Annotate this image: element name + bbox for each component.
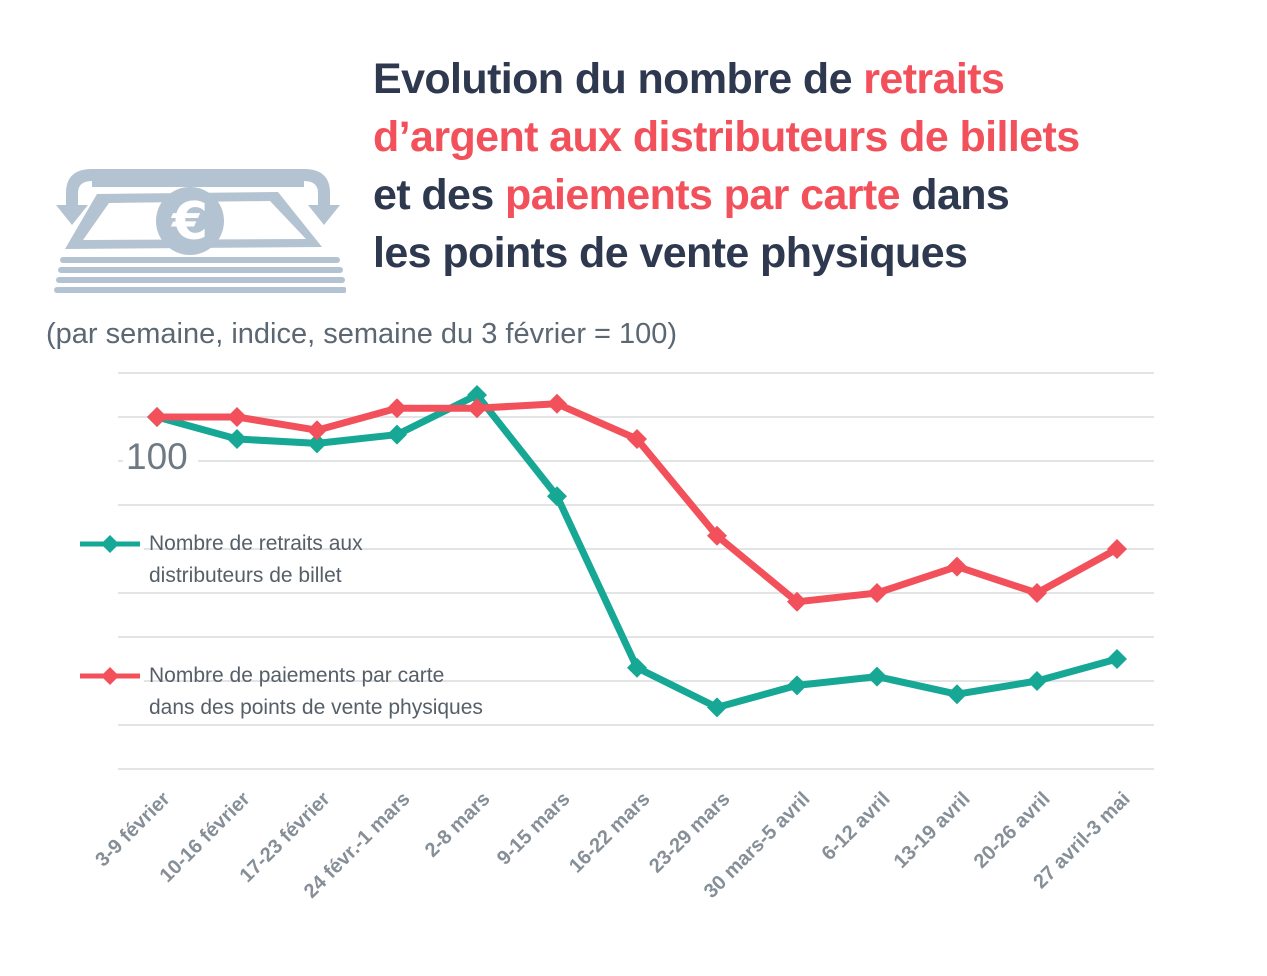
x-axis-label: 16-22 mars (565, 788, 654, 877)
data-point-marker (787, 675, 807, 696)
data-point-marker (1027, 583, 1047, 603)
data-point-marker (1107, 539, 1127, 559)
data-point-marker (227, 429, 247, 449)
x-axis-label: 13-19 avril (890, 788, 975, 873)
x-axis-label: 6-12 avril (818, 788, 895, 865)
banknotes-euro-icon: € (50, 163, 347, 299)
page-title: Evolution du nombre de retraits d’argent… (373, 50, 1267, 282)
legend-marker-paiements-icon (76, 660, 144, 697)
title-line-3: et des paiements par carte dans (373, 166, 1267, 224)
title-line-1: Evolution du nombre de retraits (373, 50, 1267, 108)
data-point-marker (627, 657, 647, 678)
data-point-marker (547, 486, 567, 507)
title-segment: d’argent aux distributeurs de billets (373, 113, 1080, 161)
title-segment: paiements par carte (505, 171, 901, 219)
data-point-marker (547, 393, 567, 414)
title-line-4: les points de vente physiques (373, 224, 1267, 282)
x-axis-label: 3-9 février (91, 788, 174, 871)
data-point-marker (387, 398, 407, 419)
data-point-marker (947, 556, 967, 577)
x-axis-label: 23-29 mars (645, 788, 734, 877)
x-axis-label: 9-15 mars (493, 788, 575, 870)
x-axis-label: 20-26 avril (970, 788, 1055, 873)
data-point-marker (1027, 671, 1047, 691)
title-segment: et des (373, 171, 506, 219)
legend-item-retraits: Nombre de retraits aux distributeurs de b… (76, 528, 363, 592)
data-point-marker (787, 591, 807, 612)
chart-subtitle: (par semaine, indice, semaine du 3 févri… (46, 318, 678, 350)
data-point-marker (627, 429, 647, 449)
data-point-marker (867, 583, 887, 603)
title-segment: retraits (863, 55, 1005, 103)
title-line-2: d’argent aux distributeurs de billets (373, 108, 1267, 166)
x-axis-label: 2-8 mars (421, 788, 495, 862)
legend-item-paiements: Nombre de paiements par carte dans des po… (76, 660, 483, 724)
data-point-marker (387, 424, 407, 445)
data-point-marker (1107, 649, 1127, 669)
title-segment: Evolution du nombre de (373, 55, 864, 103)
legend-label-retraits: Nombre de retraits aux distributeurs de b… (149, 532, 363, 587)
data-point-marker (147, 407, 167, 427)
legend-marker-retraits-icon (76, 528, 144, 565)
data-point-marker (867, 666, 887, 687)
data-point-marker (707, 697, 727, 718)
banknotes-euro-icon-svg: € (54, 169, 347, 293)
data-point-marker (307, 420, 327, 441)
data-point-marker (467, 398, 487, 419)
data-point-marker (467, 385, 487, 405)
legend-label-paiements: Nombre de paiements par carte dans des po… (149, 664, 483, 719)
title-segment: dans (899, 171, 1010, 219)
title-segment: les points de vente physiques (373, 229, 968, 277)
data-point-marker (307, 433, 327, 454)
data-point-marker (707, 525, 727, 546)
data-point-marker (227, 407, 247, 427)
svg-text:€: € (171, 192, 208, 252)
y-axis-baseline-label: 100 (123, 436, 198, 481)
data-point-marker (947, 684, 967, 705)
